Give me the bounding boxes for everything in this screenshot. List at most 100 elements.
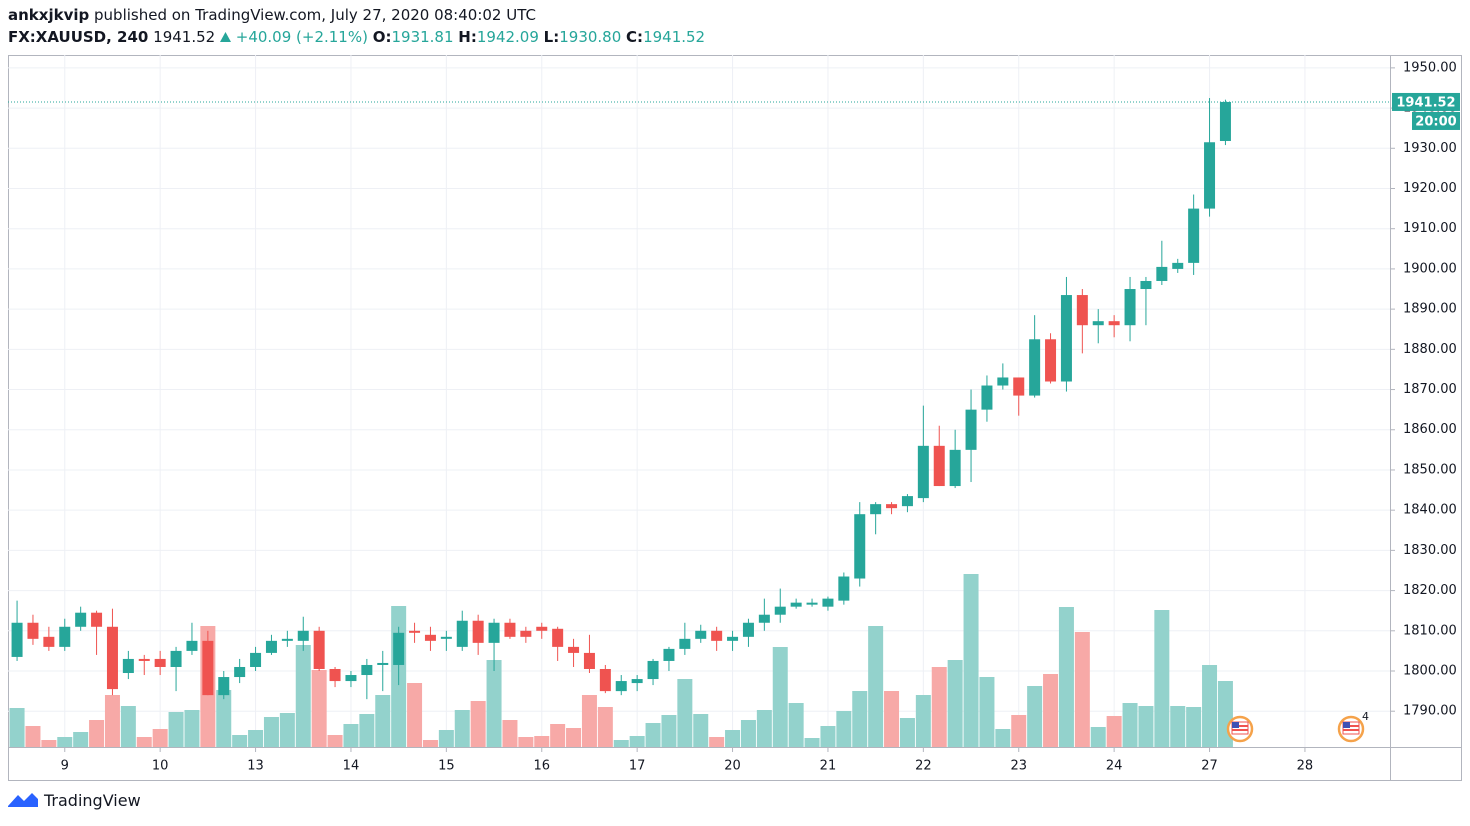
x-tick-label: 20 bbox=[724, 759, 741, 774]
volume-bar bbox=[152, 729, 168, 747]
candle-body bbox=[1188, 208, 1200, 263]
candle-body bbox=[981, 385, 993, 410]
volume-bar bbox=[41, 740, 57, 747]
volume-bar bbox=[1090, 727, 1106, 747]
last-price-box bbox=[1392, 92, 1460, 111]
y-tick-label: 1850.00 bbox=[1403, 462, 1457, 477]
logo-icon bbox=[8, 793, 38, 807]
volume-bar bbox=[550, 724, 566, 747]
high: 1942.09 bbox=[476, 28, 539, 46]
volume-bar bbox=[136, 737, 152, 747]
volume-bar bbox=[629, 736, 645, 747]
volume-bar bbox=[836, 711, 852, 747]
x-tick-label: 21 bbox=[820, 759, 837, 774]
volume-bar bbox=[899, 718, 915, 747]
legend-line: FX:XAUUSD, 240 1941.52 +40.09 (+2.11%) O… bbox=[8, 28, 705, 46]
open: 1931.81 bbox=[391, 28, 454, 46]
candle-body bbox=[1156, 266, 1168, 281]
volume-bar bbox=[677, 679, 693, 747]
volume-bar bbox=[979, 677, 995, 747]
volume-bar bbox=[470, 701, 486, 747]
volume-bar bbox=[248, 730, 264, 747]
volume-bar bbox=[804, 738, 820, 747]
candle-body bbox=[711, 630, 723, 641]
candle-body bbox=[647, 660, 659, 680]
volume-bar bbox=[852, 691, 868, 747]
open-label: O: bbox=[372, 28, 392, 46]
candle-body bbox=[377, 662, 389, 665]
x-tick-label: 10 bbox=[152, 759, 169, 774]
event-icon[interactable]: 4 bbox=[1337, 710, 1369, 743]
candle-body bbox=[27, 622, 39, 639]
volume-bar bbox=[1058, 607, 1074, 747]
volume-bar bbox=[375, 695, 391, 747]
candle-body bbox=[393, 632, 405, 665]
candle-body bbox=[440, 636, 452, 639]
volume-bar bbox=[1202, 665, 1218, 747]
volume-bar bbox=[756, 710, 772, 747]
event-icon[interactable] bbox=[1226, 715, 1254, 743]
up-arrow bbox=[219, 32, 231, 42]
event-badge: 4 bbox=[1362, 710, 1369, 723]
volume-bar bbox=[597, 707, 613, 747]
y-tick-label: 1920.00 bbox=[1403, 181, 1457, 196]
candle-body bbox=[11, 622, 23, 657]
candle-body bbox=[170, 650, 182, 667]
volume-bar bbox=[57, 737, 73, 747]
volume-bar bbox=[661, 715, 677, 747]
axes: 1790.00 1800.00 1810.00 1820.00 1830.00 1840.… bbox=[8, 60, 1460, 774]
x-tick-label: 24 bbox=[1106, 759, 1123, 774]
y-tick-label: 1790.00 bbox=[1403, 704, 1457, 719]
candle-body bbox=[1045, 339, 1057, 382]
volume-bar bbox=[915, 695, 931, 747]
candle-body bbox=[854, 514, 866, 579]
candle-body bbox=[695, 630, 707, 639]
candle-body bbox=[727, 636, 739, 641]
close-label: C: bbox=[626, 28, 644, 46]
x-tick-label: 13 bbox=[247, 759, 264, 774]
candle-body bbox=[583, 652, 595, 669]
candle-body bbox=[202, 640, 214, 696]
candle-body bbox=[1204, 142, 1216, 209]
candle-body bbox=[265, 640, 277, 653]
candle-body bbox=[1029, 339, 1041, 396]
symbol[interactable]: FX:XAUUSD, 240 bbox=[8, 28, 149, 46]
brand[interactable]: TradingView bbox=[44, 790, 141, 810]
candle-body bbox=[218, 677, 230, 696]
candle-body bbox=[1013, 377, 1025, 396]
candle-body bbox=[424, 634, 436, 641]
countdown-box bbox=[1412, 111, 1460, 130]
candle-body bbox=[1092, 321, 1104, 326]
candle-body bbox=[234, 666, 246, 678]
volume-bar bbox=[725, 730, 741, 747]
candle-body bbox=[568, 646, 580, 653]
candle-body bbox=[91, 612, 103, 627]
volume-bar bbox=[502, 720, 518, 747]
countdown-label: 20:00 bbox=[1415, 114, 1456, 129]
author[interactable]: ankxjkvip bbox=[8, 6, 90, 24]
volume-bar bbox=[581, 695, 597, 747]
volume-bar bbox=[1170, 706, 1186, 747]
candle-body bbox=[329, 668, 341, 682]
x-tick-label: 16 bbox=[533, 759, 550, 774]
volume-bar bbox=[709, 737, 725, 747]
candle-body bbox=[742, 622, 754, 637]
volume-bar bbox=[518, 737, 534, 747]
candle-body bbox=[806, 602, 818, 605]
candle-body bbox=[536, 626, 548, 631]
x-tick-label: 17 bbox=[629, 759, 646, 774]
chart-frame bbox=[8, 55, 1462, 781]
candle-body bbox=[106, 626, 118, 690]
publish-line: ankxjkvip published on TradingView.com, … bbox=[8, 6, 536, 24]
volume-bar bbox=[995, 729, 1011, 747]
candle-body bbox=[75, 612, 87, 627]
candles bbox=[11, 98, 1231, 700]
y-tick-label: 1880.00 bbox=[1403, 342, 1457, 357]
volume-bar bbox=[168, 712, 184, 747]
candle-body bbox=[472, 620, 484, 643]
candle-body bbox=[250, 652, 262, 667]
volume-bar bbox=[9, 708, 25, 747]
volume-bar bbox=[884, 691, 900, 747]
volume-bar bbox=[120, 706, 136, 747]
